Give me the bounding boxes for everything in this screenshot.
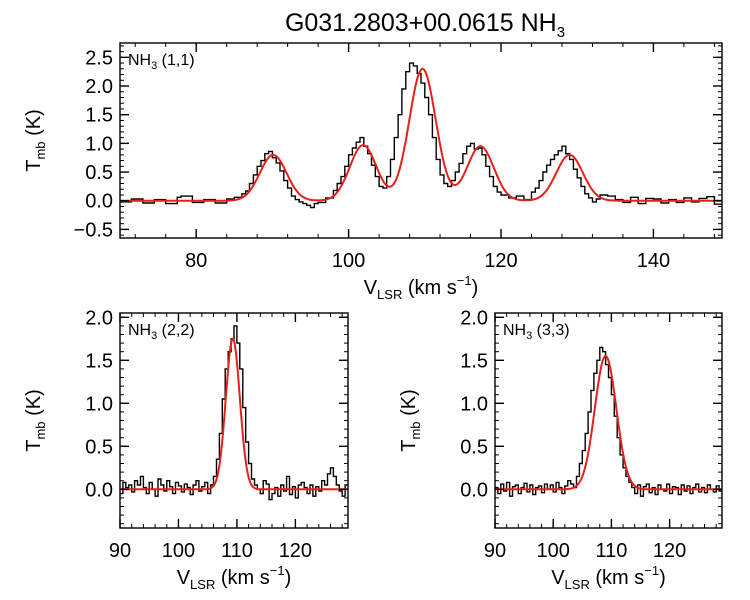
y-axis-title: Tmb (K) — [23, 109, 48, 172]
fit-curve — [495, 354, 722, 491]
x-axis-title: VLSR (km s−1) — [364, 273, 479, 302]
plot-frame — [494, 312, 723, 529]
y-tick-label: 2.0 — [85, 307, 113, 329]
x-axis-title: VLSR (km s−1) — [551, 563, 666, 592]
y-tick-label: 0.5 — [460, 436, 488, 458]
observed-spectrum — [495, 346, 722, 497]
fit-curve — [120, 337, 348, 491]
x-tick-label: 120 — [653, 540, 686, 562]
x-tick-label: 110 — [595, 540, 627, 562]
x-tick-label: 100 — [162, 540, 195, 562]
x-tick-label: 140 — [637, 250, 670, 272]
y-tick-label: 2.0 — [460, 307, 488, 329]
y-tick-label: 1.0 — [85, 133, 113, 155]
x-tick-label: 80 — [185, 250, 207, 272]
x-tick-label: 90 — [484, 540, 506, 562]
y-tick-label: 1.0 — [460, 393, 488, 415]
x-tick-label: 100 — [537, 540, 570, 562]
y-tick-label: 0.0 — [460, 479, 488, 501]
panel-nh3-33: 90 100 110 120 0.0 0.5 1.0 1.5 2.0 NH3 (3,3) VLSR … — [398, 307, 723, 592]
y-tick-label: 2.0 — [85, 76, 113, 98]
panel-label: NH3 (2,2) — [128, 322, 195, 342]
y-tick-label: 1.5 — [85, 350, 113, 372]
observed-spectrum — [120, 325, 348, 501]
x-axis-title: VLSR (km s−1) — [177, 563, 292, 592]
x-tick-label: 90 — [109, 540, 131, 562]
y-tick-label: 2.5 — [85, 47, 113, 69]
x-tick-label: 120 — [484, 250, 517, 272]
y-tick-label: 1.5 — [85, 105, 113, 127]
x-tick-label: 100 — [332, 250, 365, 272]
y-axis-title: Tmb (K) — [23, 389, 48, 452]
panel-nh3-22: 90 100 110 120 0.0 0.5 1.0 1.5 2.0 NH3 (2,2) VLSR … — [23, 307, 349, 592]
x-tick-label: 110 — [221, 540, 253, 562]
plot-frame — [119, 42, 723, 239]
panel-nh3-11: 80 100 120 140 −0.5 0.0 0.5 1.0 1.5 2.0 2.5 NH3 (1,… — [23, 42, 723, 302]
y-tick-label: 0.0 — [85, 191, 113, 213]
y-tick-label: −0.5 — [74, 219, 113, 241]
y-tick-label: 1.5 — [460, 350, 488, 372]
panels: 80 100 120 140 −0.5 0.0 0.5 1.0 1.5 2.0 2.5 NH3 (1,… — [23, 42, 723, 592]
y-tick-label: 0.5 — [85, 162, 113, 184]
panel-label: NH3 (3,3) — [503, 322, 570, 342]
panel-label: NH3 (1,1) — [128, 52, 195, 72]
x-tick-label: 120 — [279, 540, 312, 562]
observed-spectrum — [120, 62, 722, 209]
y-axis-title: Tmb (K) — [398, 389, 423, 452]
y-tick-label: 0.0 — [85, 479, 113, 501]
y-tick-label: 1.0 — [85, 393, 113, 415]
figure-title: G031.2803+00.0615 NH3 — [285, 9, 565, 41]
fit-curve — [120, 67, 722, 202]
y-tick-label: 0.5 — [85, 436, 113, 458]
